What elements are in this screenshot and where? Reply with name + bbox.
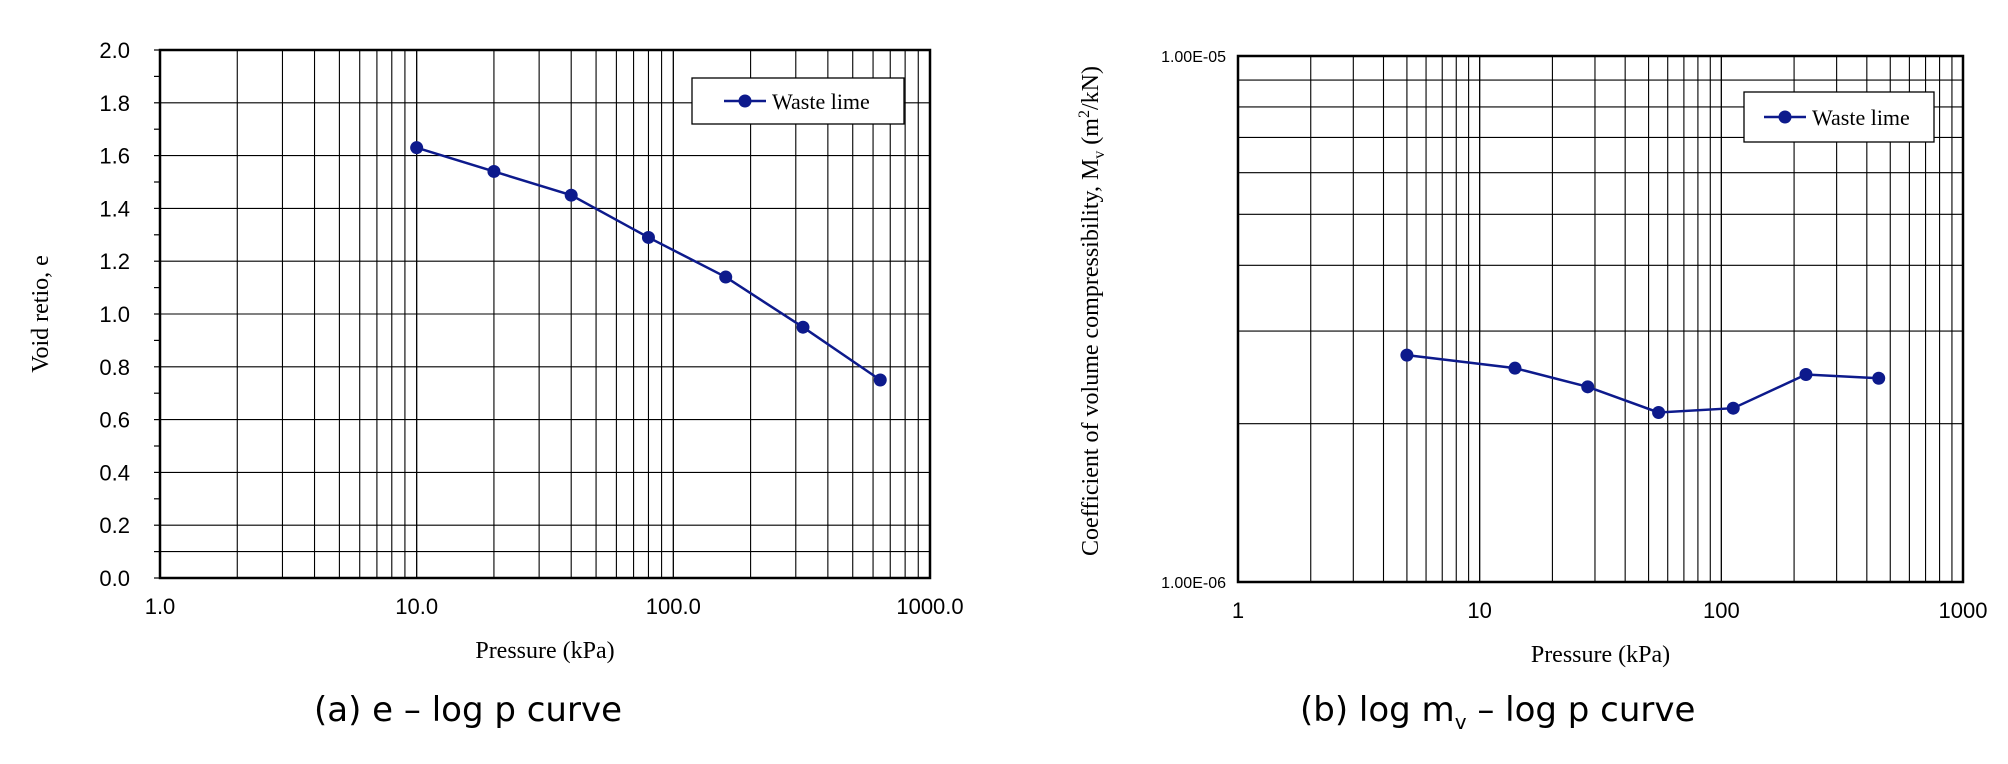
x-axis-label: Pressure (kPa) (475, 638, 614, 664)
data-point (1508, 361, 1522, 375)
data-point (873, 373, 887, 387)
x-tick-label: 1000.0 (896, 594, 963, 619)
data-point (796, 320, 810, 334)
y-axis-label: Void retio, e (28, 255, 54, 373)
x-tick-label: 100 (1703, 598, 1740, 623)
caption-chart-a: (a) e – log p curve (314, 690, 622, 730)
caption-b-sub: v (1454, 709, 1467, 734)
x-axis-label: Pressure (kPa) (1531, 642, 1670, 668)
data-point (641, 230, 655, 244)
y-tick-label: 0.6 (99, 408, 130, 433)
y-tick-label: 0.0 (99, 566, 130, 591)
y-axis-label-main: Coefficient of volume compressibility, M (1078, 159, 1104, 556)
data-point (1872, 371, 1886, 385)
data-point (1726, 401, 1740, 415)
caption-b-main: (b) log m (1300, 690, 1455, 730)
data-point (1799, 368, 1813, 382)
data-point (719, 270, 733, 284)
data-point (1581, 380, 1595, 394)
y-tick-label: 0.4 (99, 460, 130, 485)
y-axis-label-end: /kN) (1078, 66, 1104, 110)
x-tick-label: 100.0 (646, 594, 701, 619)
chart-b: 1.00E-06 1.00E-05 1 10 100 1000 Pressure (kPa)… (1076, 49, 1987, 668)
y-tick-label: 1.00E-06 (1161, 575, 1226, 592)
y-axis-label: Coefficient of volume compressibility, M… (1076, 66, 1108, 556)
y-tick-label: 1.2 (99, 249, 130, 274)
data-point (1400, 348, 1414, 362)
y-tick-label: 1.6 (99, 144, 130, 169)
chart-a: 0.0 0.2 0.4 0.6 0.8 1.0 1.2 1.4 1.6 1.8 2.0 1.0 10.0… (28, 38, 964, 664)
y-axis-label-mid: (m (1078, 118, 1104, 151)
x-tick-label: 1 (1232, 598, 1244, 623)
x-tick-label: 10 (1467, 598, 1491, 623)
y-tick-label: 2.0 (99, 38, 130, 63)
y-tick-label: 1.0 (99, 302, 130, 327)
legend-label: Waste lime (772, 89, 870, 114)
data-point (487, 164, 501, 178)
y-axis-label-sub: v (1091, 151, 1108, 159)
data-point (1652, 406, 1666, 420)
caption-b-rest: – log p curve (1466, 690, 1696, 730)
plot-frame-b (1236, 54, 1965, 584)
x-tick-label: 1.0 (145, 594, 176, 619)
data-point (410, 141, 424, 155)
y-tick-label: 1.4 (99, 196, 130, 221)
y-tick-label: 0.2 (99, 513, 130, 538)
caption-chart-b: (b) log mv – log p curve (1300, 690, 1695, 734)
legend-swatch-marker (1778, 110, 1792, 124)
x-tick-label: 1000 (1939, 598, 1988, 623)
y-tick-label: 1.00E-05 (1161, 49, 1226, 66)
y-tick-label: 1.8 (99, 91, 130, 116)
plot-frame-a (158, 48, 932, 580)
y-axis-label-sup: 2 (1076, 110, 1093, 118)
series-line-waste-lime (1406, 353, 1879, 414)
legend-swatch-marker (738, 94, 752, 108)
x-tick-label: 10.0 (395, 594, 438, 619)
y-tick-label: 0.8 (99, 355, 130, 380)
data-point (564, 188, 578, 202)
legend-label: Waste lime (1812, 105, 1910, 130)
